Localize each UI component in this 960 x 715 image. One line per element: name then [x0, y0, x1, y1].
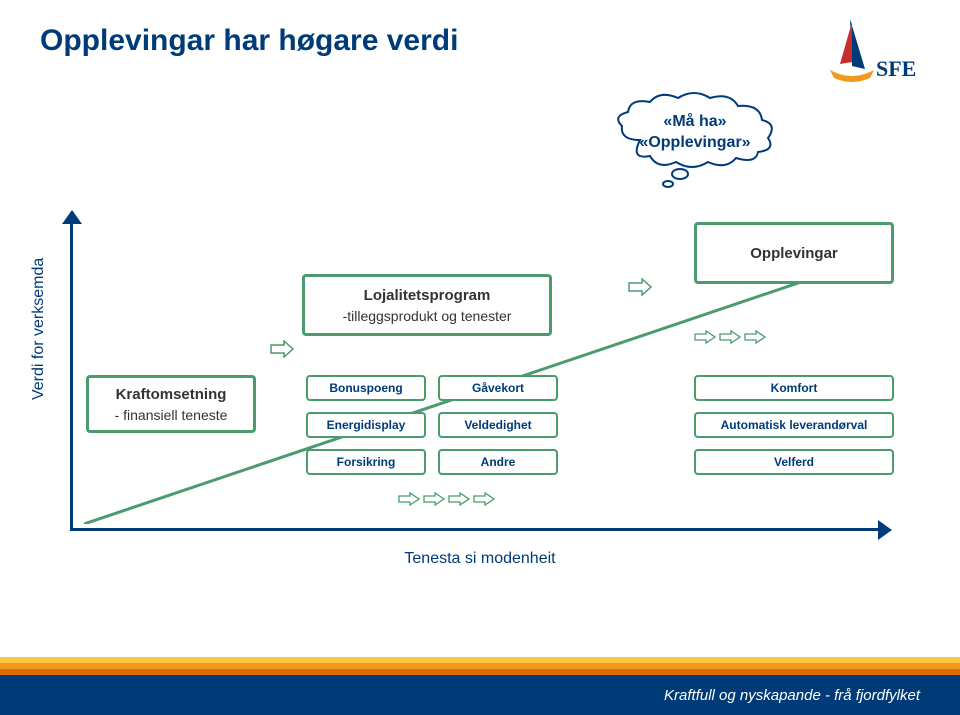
stage2-item-forsikring: Forsikring — [306, 449, 426, 475]
y-axis-label: Verdi for verksemda — [30, 258, 48, 400]
right-arrow-icon — [719, 330, 741, 344]
thought-cloud: «Må ha» «Opplevingar» — [610, 90, 780, 180]
right-arrow-icon — [744, 330, 766, 344]
right-arrow-icon — [270, 340, 294, 358]
y-axis — [70, 220, 73, 530]
stage2-item-gavekort: Gåvekort — [438, 375, 558, 401]
logo-sail-icon: SFE — [810, 14, 920, 104]
cloud-text: «Må ha» «Opplevingar» — [610, 112, 780, 154]
stage2-subtitle: -tilleggsprodukt og tenester — [343, 308, 512, 324]
stage1-subtitle: - finansiell teneste — [115, 407, 228, 423]
right-arrow-icon — [423, 492, 445, 506]
footer-stripes — [0, 657, 960, 675]
x-axis — [70, 528, 880, 531]
stage2-box: Lojalitetsprogram -tilleggsprodukt og te… — [302, 274, 552, 336]
footer-slogan: Kraftfull og nyskapande - frå fjordfylke… — [664, 687, 920, 704]
page-title: Opplevingar har høgare verdi — [40, 24, 458, 58]
stage1-title: Kraftomsetning — [116, 386, 227, 403]
right-arrow-icon — [398, 492, 420, 506]
stage3-box: Opplevingar — [694, 222, 894, 284]
stage1-box: Kraftomsetning - finansiell teneste — [86, 375, 256, 433]
stage2-item-andre: Andre — [438, 449, 558, 475]
stage2-title: Lojalitetsprogram — [364, 287, 491, 304]
stage2-item-energidisplay: Energidisplay — [306, 412, 426, 438]
stage3-item-komfort: Komfort — [694, 375, 894, 401]
right-arrow-icon — [628, 278, 652, 296]
stage2-item-veldedighet: Veldedighet — [438, 412, 558, 438]
cloud-line1: «Må ha» — [610, 112, 780, 133]
stage3-title: Opplevingar — [750, 245, 838, 262]
stage3-item-leverandorval: Automatisk leverandørval — [694, 412, 894, 438]
right-arrow-icon — [694, 330, 716, 344]
arrow-stage2-to-stage3 — [628, 278, 652, 296]
arrow-chain-stage3 — [694, 330, 766, 344]
sfe-logo: SFE — [810, 14, 920, 104]
cloud-line2: «Opplevingar» — [610, 133, 780, 154]
right-arrow-icon — [448, 492, 470, 506]
stage3-item-velferd: Velferd — [694, 449, 894, 475]
footer-bar: Kraftfull og nyskapande - frå fjordfylke… — [0, 675, 960, 715]
svg-text:SFE: SFE — [876, 56, 916, 81]
arrow-chain-bottom — [398, 492, 495, 506]
right-arrow-icon — [473, 492, 495, 506]
arrow-stage1-to-stage2 — [270, 340, 294, 358]
stage2-item-bonuspoeng: Bonuspoeng — [306, 375, 426, 401]
x-axis-label: Tenesta si modenheit — [0, 550, 960, 568]
